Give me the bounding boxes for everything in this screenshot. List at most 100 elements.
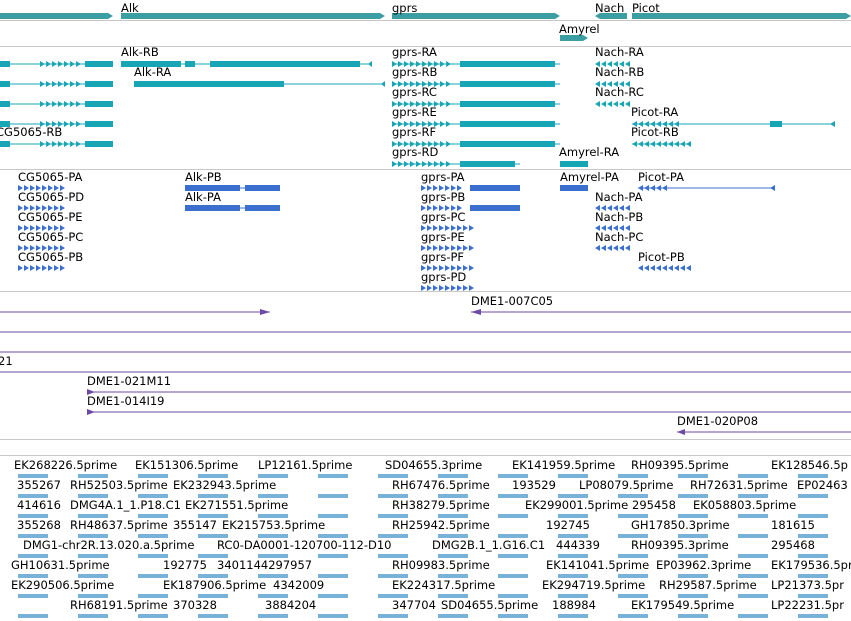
protein-exon[interactable] [439,225,444,231]
transcript-exon[interactable] [428,161,433,167]
protein-exon[interactable] [595,245,600,251]
est-label[interactable]: SD04655.5prime [441,598,539,612]
est-glyph[interactable] [198,614,228,618]
transcript-exon[interactable] [392,101,397,107]
est-glyph[interactable] [798,574,828,578]
transcript-exon[interactable] [0,121,10,127]
est-glyph[interactable] [558,614,588,618]
clone-label[interactable]: 21 [0,354,13,368]
protein-exon[interactable] [686,265,691,271]
est-label[interactable]: EK141041.5prime [546,558,650,572]
protein-exon[interactable] [595,205,600,211]
transcript-exon[interactable] [40,101,45,107]
transcript-exon[interactable] [460,141,555,147]
est-label[interactable]: GH17850.3prime [631,518,730,532]
est-glyph[interactable] [618,474,648,478]
transcript-exon[interactable] [58,81,63,87]
est-glyph[interactable] [738,494,768,498]
est-label[interactable]: RH67476.5prime [392,478,490,492]
transcript-exon[interactable] [52,61,57,67]
transcript-exon[interactable] [410,121,415,127]
est-label[interactable]: 192775 [163,558,207,572]
est-label[interactable]: RH09395.3prime [631,538,729,552]
est-glyph[interactable] [78,514,108,518]
est-label[interactable]: EK187906.5prime [163,578,267,592]
est-glyph[interactable] [438,554,468,558]
protein-exon[interactable] [613,245,618,251]
transcript-exon[interactable] [398,81,403,87]
protein-exon[interactable] [650,265,655,271]
protein-exon[interactable] [451,225,456,231]
transcript-exon[interactable] [46,81,51,87]
est-glyph[interactable] [678,514,708,518]
transcript-exon[interactable] [440,101,445,107]
est-glyph[interactable] [618,534,648,538]
est-label[interactable]: DMG4A.1_1.P18.C1 [70,498,181,512]
est-label[interactable]: RH09395.5prime [631,458,729,472]
transcript-exon[interactable] [64,61,69,67]
est-glyph[interactable] [738,534,768,538]
est-glyph[interactable] [498,614,528,618]
est-glyph[interactable] [678,554,708,558]
est-glyph[interactable] [438,514,468,518]
transcript-exon[interactable] [76,101,81,107]
est-glyph[interactable] [678,494,708,498]
est-glyph[interactable] [678,614,708,618]
protein-exon[interactable] [30,265,35,271]
est-label[interactable]: RH52503.5prime [70,478,168,492]
est-glyph[interactable] [378,574,408,578]
protein-exon[interactable] [625,225,630,231]
est-glyph[interactable] [798,554,828,558]
transcript-label[interactable]: Nach-RC [595,85,644,99]
transcript-exon[interactable] [392,61,397,67]
protein-exon[interactable] [54,225,59,231]
est-glyph[interactable] [198,514,228,518]
transcript-exon[interactable] [650,141,655,147]
transcript-exon[interactable] [446,61,451,67]
transcript-exon[interactable] [632,121,637,127]
protein-exon[interactable] [469,245,474,251]
est-glyph[interactable] [378,494,408,498]
transcript-exon[interactable] [404,101,409,107]
est-glyph[interactable] [198,594,228,598]
transcript-exon[interactable] [398,161,403,167]
transcript-exon[interactable] [625,101,630,107]
transcript-exon[interactable] [650,121,655,127]
protein-exon[interactable] [613,205,618,211]
gene-glyph[interactable] [0,13,113,19]
est-glyph[interactable] [438,594,468,598]
est-label[interactable]: GH10631.5prime [11,558,110,572]
protein-exon[interactable] [24,225,29,231]
transcript-exon[interactable] [416,81,421,87]
protein-exon[interactable] [18,205,23,211]
protein-exon[interactable] [457,205,462,211]
protein-exon[interactable] [439,245,444,251]
protein-exon[interactable] [42,225,47,231]
transcript-exon[interactable] [422,161,427,167]
est-glyph[interactable] [738,594,768,598]
est-glyph[interactable] [678,534,708,538]
protein-exon[interactable] [445,265,450,271]
transcript-exon[interactable] [460,81,555,87]
protein-label[interactable]: Amyrel-PA [560,170,619,184]
est-glyph[interactable] [438,614,468,618]
transcript-exon[interactable] [434,81,439,87]
transcript-exon[interactable] [404,161,409,167]
est-glyph[interactable] [498,594,528,598]
protein-exon[interactable] [24,185,29,191]
est-glyph[interactable] [258,534,288,538]
transcript-exon[interactable] [416,101,421,107]
transcript-exon[interactable] [392,141,397,147]
protein-exon[interactable] [18,265,23,271]
protein-exon[interactable] [427,205,432,211]
transcript-exon[interactable] [440,81,445,87]
transcript-exon[interactable] [392,121,397,127]
gene-label[interactable]: Amyrel [559,22,600,36]
transcript-exon[interactable] [422,121,427,127]
est-glyph[interactable] [798,474,828,478]
protein-label[interactable]: Nach-PC [595,230,644,244]
protein-label[interactable]: gprs-PA [421,170,465,184]
transcript-label[interactable]: gprs-RD [392,145,439,159]
gene-label[interactable]: Alk [121,1,139,15]
